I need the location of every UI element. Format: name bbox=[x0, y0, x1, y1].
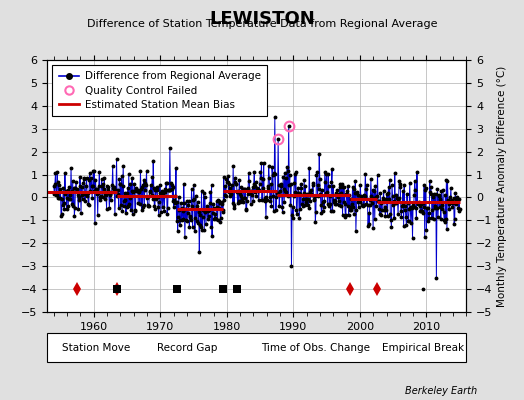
Text: Difference of Station Temperature Data from Regional Average: Difference of Station Temperature Data f… bbox=[87, 19, 437, 29]
Legend: Difference from Regional Average, Quality Control Failed, Estimated Station Mean: Difference from Regional Average, Qualit… bbox=[52, 65, 267, 116]
Text: Time of Obs. Change: Time of Obs. Change bbox=[261, 342, 370, 353]
Y-axis label: Monthly Temperature Anomaly Difference (°C): Monthly Temperature Anomaly Difference (… bbox=[497, 65, 507, 307]
Text: Berkeley Earth: Berkeley Earth bbox=[405, 386, 477, 396]
Text: Record Gap: Record Gap bbox=[157, 342, 217, 353]
Text: Empirical Break: Empirical Break bbox=[382, 342, 464, 353]
Text: Station Move: Station Move bbox=[62, 342, 130, 353]
Text: LEWISTON: LEWISTON bbox=[209, 10, 315, 28]
